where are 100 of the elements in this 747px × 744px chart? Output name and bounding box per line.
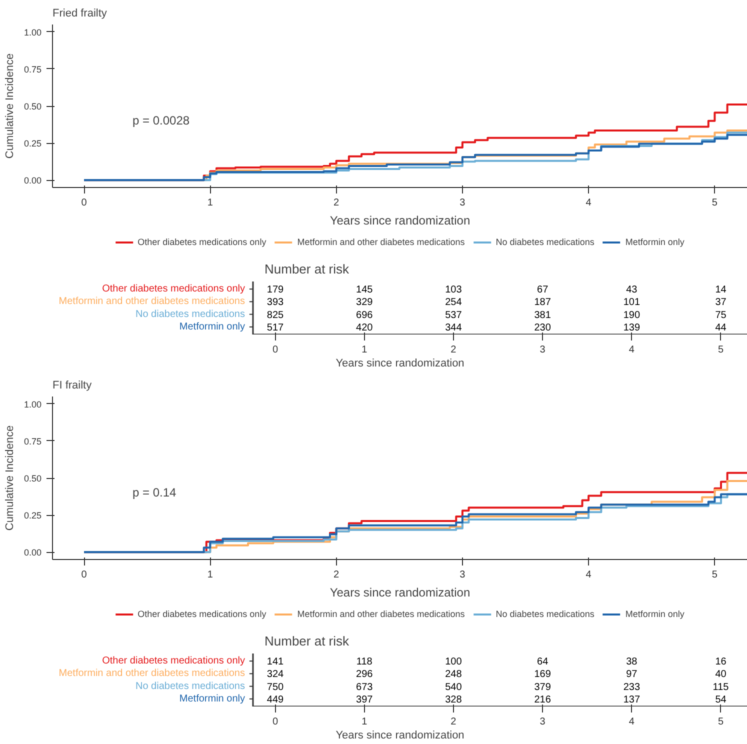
y-tick-label: 0.50 <box>24 474 42 484</box>
x-tick-label: 0 <box>81 198 88 208</box>
data-label: 187 <box>534 297 552 308</box>
x-tick-label: 0 <box>81 570 88 580</box>
x-tick-label: 3 <box>460 570 466 580</box>
data-label: 169 <box>534 669 552 680</box>
legend-label: Metformin only <box>625 609 684 619</box>
y-tick-label: Metformin and other diabetes medications <box>58 296 245 308</box>
data-label: 101 <box>623 297 640 308</box>
data-label: 381 <box>534 310 552 321</box>
y-tick-label: No diabetes medications <box>135 680 245 692</box>
y-tick-label: Other diabetes medications only <box>102 284 245 295</box>
x-tick-label: 2 <box>334 570 340 580</box>
data-label: 179 <box>266 284 284 296</box>
legend-label: Metformin and other diabetes medications <box>297 237 465 247</box>
data-label: 420 <box>356 322 374 334</box>
data-label: 139 <box>623 322 640 334</box>
data-label: 750 <box>266 682 284 693</box>
legend-label: Metformin and other diabetes medications <box>297 609 465 619</box>
data-label: 344 <box>445 322 462 334</box>
data-label: 118 <box>356 656 373 668</box>
x-tick-label: 4 <box>628 716 635 728</box>
data-label: 324 <box>266 669 284 680</box>
data-label: 43 <box>626 284 638 296</box>
data-label: 190 <box>623 310 640 321</box>
x-tick-label: 5 <box>712 198 718 208</box>
y-tick-label: Metformin and other diabetes medications <box>58 668 245 680</box>
data-label: 537 <box>445 310 462 321</box>
data-label: 137 <box>623 694 640 706</box>
legend-label: No diabetes medications <box>496 237 594 247</box>
x-tick-label: 0 <box>272 716 278 728</box>
x-axis-title: Years since randomization <box>336 730 464 742</box>
x-tick-label: 1 <box>362 716 368 728</box>
x-tick-label: 3 <box>460 198 466 208</box>
y-axis-title: Cumulative Incidence <box>4 425 16 531</box>
data-label: 100 <box>445 656 462 668</box>
y-tick-label: Metformin only <box>179 693 245 704</box>
x-tick-label: 1 <box>207 198 214 208</box>
data-label: 296 <box>356 669 374 680</box>
data-label: 75 <box>715 310 727 321</box>
data-label: 38 <box>626 656 638 668</box>
y-tick-label: 1.00 <box>24 27 42 38</box>
data-label: 393 <box>266 297 284 308</box>
data-label: 233 <box>623 682 640 693</box>
x-tick-label: 5 <box>712 570 718 580</box>
data-label: 14 <box>715 284 727 296</box>
data-label: 16 <box>715 656 727 668</box>
x-tick-label: 0 <box>272 344 278 356</box>
data-label: 64 <box>537 656 549 668</box>
data-label: 254 <box>445 297 462 308</box>
legend-label: Metformin only <box>625 237 684 247</box>
chart-title: FI frailty <box>52 380 92 392</box>
y-tick-label: 0.75 <box>24 436 42 446</box>
y-tick-label: 0.00 <box>24 548 42 558</box>
x-axis-title: Years since randomization <box>336 358 464 370</box>
x-axis-title: Years since randomization <box>330 586 470 600</box>
data-label: 397 <box>356 694 374 706</box>
y-tick-label: 0.00 <box>24 176 42 186</box>
chart-title: Number at risk <box>264 262 350 276</box>
y-axis-title: Cumulative Incidence <box>4 53 16 159</box>
data-label: 103 <box>445 284 462 296</box>
y-tick-label: Other diabetes medications only <box>102 656 245 667</box>
data-label: 115 <box>712 682 730 693</box>
y-tick-label: Metformin only <box>179 321 245 332</box>
data-label: 97 <box>626 669 638 680</box>
chart-title: Number at risk <box>264 634 350 648</box>
x-tick-label: 5 <box>718 344 724 356</box>
data-label: 230 <box>534 322 552 334</box>
y-tick-label: 0.75 <box>24 64 42 74</box>
annotation: p = 0.14 <box>132 486 177 500</box>
data-label: 145 <box>356 284 374 296</box>
x-tick-label: 4 <box>586 198 592 208</box>
x-tick-label: 2 <box>450 716 457 728</box>
x-axis-title: Years since randomization <box>330 214 470 228</box>
data-label: 37 <box>715 297 727 308</box>
x-tick-label: 5 <box>718 716 724 728</box>
data-label: 44 <box>715 322 727 334</box>
y-tick-label: 0.25 <box>24 510 42 521</box>
data-label: 696 <box>356 310 374 321</box>
y-tick-label: 0.25 <box>24 138 42 149</box>
data-label: 673 <box>356 682 374 693</box>
x-tick-label: 1 <box>362 344 368 356</box>
annotation: p = 0.0028 <box>132 114 190 128</box>
y-tick-label: No diabetes medications <box>135 308 245 320</box>
x-tick-label: 2 <box>334 198 340 208</box>
data-label: 54 <box>715 694 727 706</box>
data-label: 67 <box>537 284 549 296</box>
x-tick-label: 1 <box>207 570 214 580</box>
data-label: 141 <box>266 656 284 668</box>
data-label: 825 <box>266 310 284 321</box>
data-label: 379 <box>534 682 552 693</box>
x-tick-label: 2 <box>450 344 457 356</box>
y-tick-label: 1.00 <box>24 399 42 410</box>
legend-label: No diabetes medications <box>496 609 594 619</box>
data-label: 40 <box>715 669 727 680</box>
x-tick-label: 3 <box>540 716 546 728</box>
data-label: 216 <box>534 694 552 706</box>
data-label: 449 <box>266 694 284 706</box>
x-tick-label: 4 <box>586 570 592 580</box>
data-label: 329 <box>356 297 374 308</box>
